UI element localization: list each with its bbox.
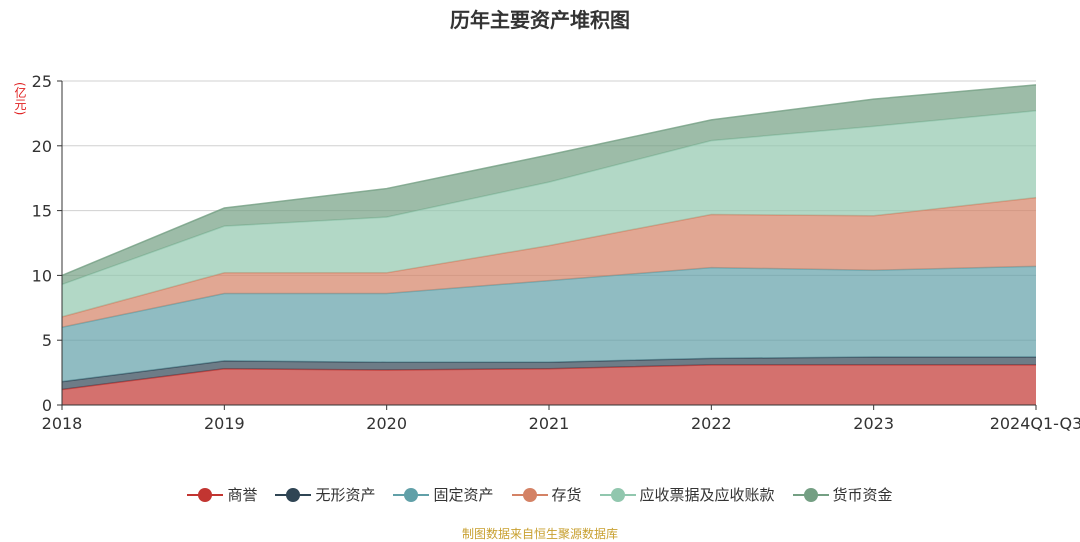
chart-title: 历年主要资产堆积图 [450, 8, 630, 32]
area-series-3 [62, 197, 1036, 328]
legend-label: 固定资产 [433, 486, 494, 504]
source-note: 制图数据来自恒生聚源数据库 [461, 527, 618, 541]
area-series-4 [62, 110, 1036, 317]
area-series-2 [62, 266, 1036, 382]
legend-marker-icon [187, 487, 224, 502]
x-tick-label: 2019 [204, 414, 245, 433]
legend-marker-icon [599, 487, 636, 502]
legend-label: 无形资产 [315, 486, 376, 504]
legend: 商誉 无形资产 固定资产 存货 应收票据及应收账款 货币资金 [0, 484, 1080, 505]
area-series-0 [62, 364, 1036, 405]
legend-marker-icon [792, 487, 829, 502]
area-series-1 [62, 357, 1036, 390]
legend-item[interactable]: 应收票据及应收账款 [599, 484, 775, 505]
legend-item[interactable]: 存货 [511, 484, 582, 505]
area-line-5 [61, 84, 1037, 277]
legend-item[interactable]: 无形资产 [275, 484, 375, 505]
y-tick-label: 5 [42, 331, 52, 350]
x-tick-label: 2023 [853, 414, 894, 433]
axes: 0 5 10 15 20 25 2018 2019 2020 2021 2022 2023 2024Q1… [32, 72, 1080, 433]
y-axis-unit-label: (亿元) [13, 82, 27, 116]
legend-label: 应收票据及应收账款 [639, 486, 775, 504]
legend-label: 商誉 [227, 486, 258, 504]
x-tick-label: 2020 [366, 414, 407, 433]
x-tick-label: 2024Q1-Q3 [990, 414, 1080, 433]
area-series-layer [61, 84, 1037, 405]
legend-label: 货币资金 [832, 486, 893, 504]
y-tick-label: 0 [42, 396, 52, 415]
x-tick-label: 2021 [529, 414, 570, 433]
x-tick-label: 2018 [42, 414, 83, 433]
legend-marker-icon [393, 487, 430, 502]
legend-marker-icon [511, 487, 548, 502]
legend-item[interactable]: 货币资金 [792, 484, 893, 505]
y-tick-label: 20 [32, 137, 52, 156]
legend-item[interactable]: 商誉 [187, 484, 257, 505]
x-tick-label: 2022 [691, 414, 732, 433]
legend-marker-icon [275, 487, 312, 502]
y-tick-label: 15 [32, 202, 52, 221]
y-tick-label: 25 [32, 72, 52, 91]
legend-label: 存货 [551, 486, 582, 504]
area-series-5 [62, 84, 1036, 285]
y-tick-label: 10 [32, 266, 52, 285]
legend-item[interactable]: 固定资产 [393, 484, 494, 505]
